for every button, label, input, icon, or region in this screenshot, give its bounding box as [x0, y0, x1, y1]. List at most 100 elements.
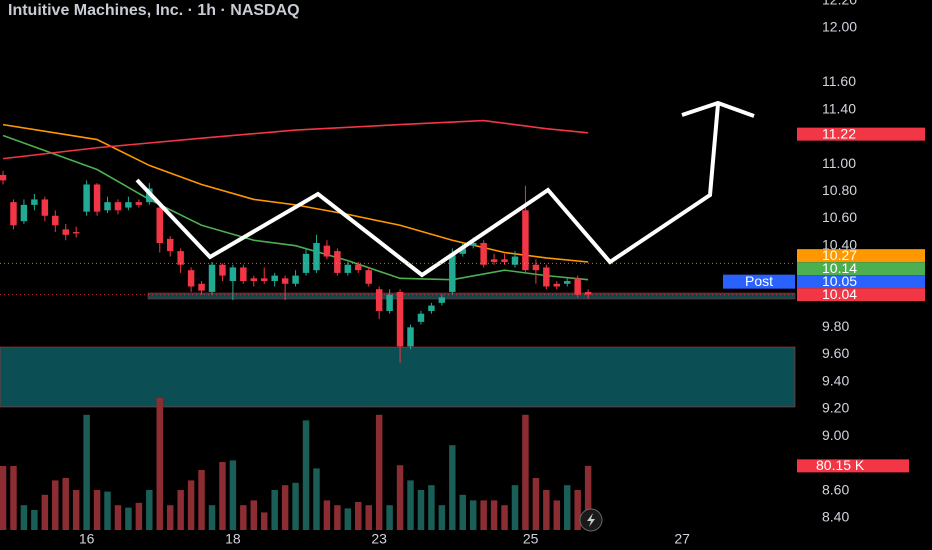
- marks: [0, 119, 592, 530]
- volume-bar: [41, 494, 49, 530]
- volume-bar: [83, 414, 90, 530]
- volume-bar: [208, 505, 216, 530]
- x-tick-label: 23: [371, 531, 387, 547]
- volume-bar: [323, 500, 331, 530]
- post-tag: Post: [745, 273, 773, 289]
- candle-body: [166, 238, 174, 252]
- candle-body: [365, 270, 372, 284]
- candle-body: [114, 202, 122, 211]
- candle-body: [20, 204, 28, 222]
- price-label: 11.22: [797, 125, 925, 141]
- moving-average: [2, 123, 589, 263]
- volume-bar: [501, 505, 508, 530]
- x-tick-label: 25: [523, 531, 539, 547]
- candle-body: [104, 202, 111, 211]
- candle-body: [574, 278, 581, 295]
- volume-bar: [469, 500, 477, 530]
- price-label: 10.05 Post: [723, 273, 925, 289]
- y-tick-label: 12.20: [822, 0, 857, 8]
- candle-body: [522, 210, 529, 271]
- price-label: 10.14: [797, 260, 925, 276]
- support-band: [147, 292, 796, 300]
- price-label-box: [797, 249, 925, 263]
- candle-body: [375, 289, 383, 311]
- price-label-text: 10.14: [822, 260, 857, 276]
- candle-body: [292, 275, 299, 284]
- volume-bar: [260, 512, 268, 530]
- volume-bar: [459, 494, 466, 530]
- post-tag-box: [723, 274, 795, 289]
- y-tick-label: 10.80: [822, 182, 857, 198]
- candle-body: [480, 242, 487, 265]
- price-label-text: 11.22: [822, 125, 856, 141]
- icon-bolt: [587, 513, 595, 527]
- y-tick-label: 9.00: [822, 427, 849, 443]
- y-tick-label: 10.40: [822, 236, 857, 252]
- volume-bar: [563, 485, 571, 530]
- volume-bar: [386, 505, 393, 530]
- candle-body: [313, 242, 320, 271]
- candle-body: [0, 174, 7, 181]
- candle-body: [334, 251, 341, 273]
- candle-body: [417, 313, 425, 322]
- candle-body: [553, 283, 561, 287]
- candle-body: [187, 270, 195, 287]
- candle-body: [511, 256, 519, 265]
- volume-bar: [114, 505, 122, 530]
- y-tick-label: 8.60: [822, 481, 849, 497]
- chart-title: Intuitive Machines, Inc. · 1h · NASDAQ: [8, 2, 300, 19]
- volume-bar: [271, 490, 278, 530]
- candle-body: [260, 278, 268, 282]
- volume-bar: [553, 500, 561, 530]
- y-tick-label: 12.00: [822, 19, 857, 35]
- candle-body: [459, 248, 466, 254]
- candle-body: [490, 259, 498, 263]
- volume-label: 80.15 K: [797, 457, 909, 473]
- candle-body: [428, 305, 435, 311]
- candle-body: [93, 184, 101, 212]
- volume-bar: [511, 485, 519, 530]
- drawing-arrowhead: [681, 100, 755, 118]
- candle-body: [543, 267, 550, 287]
- candle-body: [31, 199, 38, 205]
- drawing: [135, 103, 720, 278]
- candle-body: [198, 283, 205, 291]
- candle-body: [41, 199, 49, 216]
- price-label-box: [797, 127, 925, 141]
- volume-bar: [0, 466, 7, 530]
- candle-body: [72, 232, 80, 234]
- volume-bar: [438, 505, 446, 530]
- volume-bar: [229, 460, 237, 530]
- candle-body: [125, 202, 132, 208]
- price-label-box: [797, 288, 925, 302]
- volume-bar: [219, 462, 226, 530]
- candle-body: [438, 297, 446, 303]
- volume-bar: [292, 482, 299, 530]
- volume-bar: [10, 466, 17, 530]
- candle-body: [355, 264, 362, 271]
- y-tick-label: 9.80: [822, 318, 849, 334]
- candle-body: [52, 215, 59, 226]
- candle-body: [407, 327, 414, 347]
- candle-body: [563, 281, 571, 284]
- candle-body: [386, 294, 393, 311]
- volume-bar: [302, 420, 310, 530]
- price-label-text: 10.04: [822, 286, 857, 302]
- y-tick-label: 11.00: [822, 155, 856, 171]
- candle-body: [208, 264, 216, 292]
- volume-bar: [72, 490, 80, 530]
- volume-bar: [313, 468, 320, 530]
- candle-body: [449, 253, 456, 292]
- candle-body: [281, 278, 289, 284]
- volume-bar: [584, 465, 592, 530]
- price-label-box: [797, 262, 925, 276]
- candle-body: [62, 229, 69, 235]
- volume-bar: [344, 508, 352, 530]
- volume-bar: [31, 510, 38, 530]
- volume-bar: [146, 490, 153, 530]
- candle-body: [323, 245, 331, 257]
- y-tick-label: 9.40: [822, 372, 849, 388]
- y-tick-label: 9.20: [822, 400, 849, 416]
- candle-body: [177, 251, 184, 265]
